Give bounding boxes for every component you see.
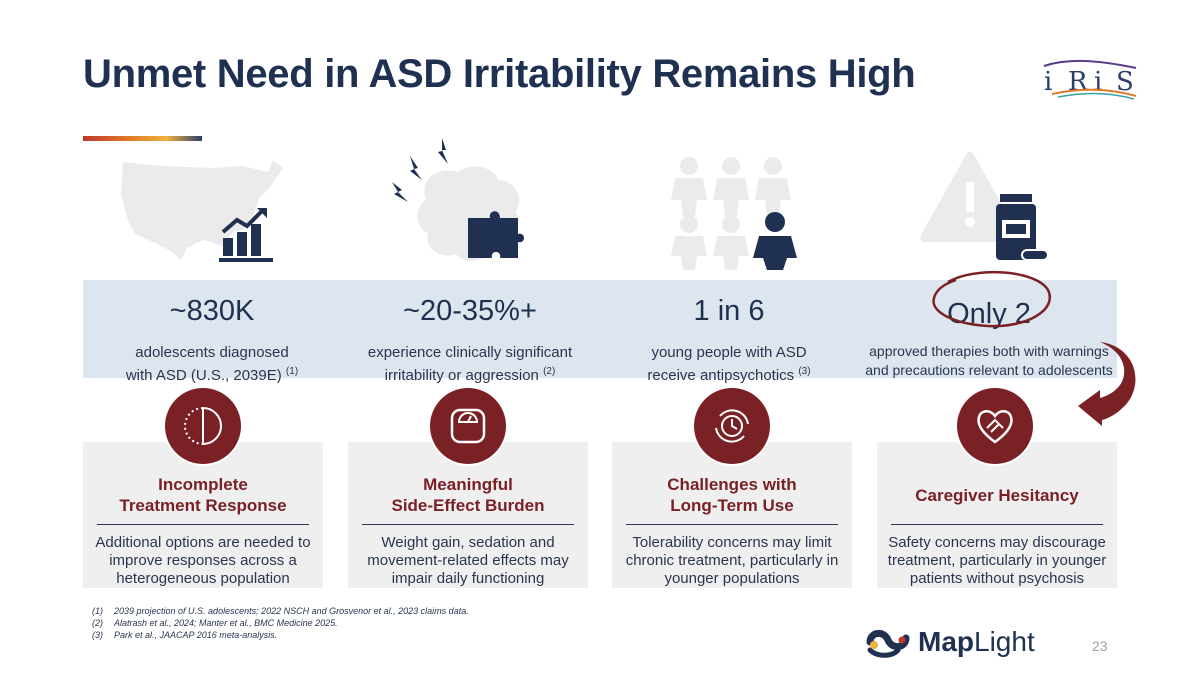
footnote: (2) Alatrash et al., 2024; Manter et al.,…: [92, 618, 338, 628]
maplight-logo: MapLight: [864, 626, 1054, 662]
stat-description: young people with ASD receive antipsycho…: [647, 344, 811, 384]
chart-up-icon: [219, 208, 273, 262]
card-divider: [891, 524, 1103, 525]
card-incomplete-response: Incomplete Treatment Response Additional …: [83, 442, 323, 588]
stat-2: ~20-35%+ experience clinically significa…: [341, 280, 599, 385]
stat-3: 1 in 6 young people with ASD receive ant…: [600, 280, 858, 385]
footnote: (3) Park et al., JAACAP 2016 meta-analysi…: [92, 630, 278, 640]
footnotes: (1) 2039 projection of U.S. adolescents; …: [92, 605, 469, 641]
curved-arrow-icon: [1078, 342, 1136, 426]
stat-value: ~830K: [169, 295, 255, 327]
stats-band: [83, 280, 1117, 378]
svg-text:i: i: [1094, 67, 1102, 97]
svg-text:i: i: [1044, 67, 1052, 97]
puzzle-piece-icon: [468, 211, 524, 258]
card-divider: [97, 524, 309, 525]
medicine-bottle-icon: [996, 194, 1049, 261]
stat-1: ~830K adolescents diagnosed with ASD (U.…: [83, 280, 341, 385]
stat-description: approved therapies both with warnings an…: [865, 343, 1113, 378]
card-text: Additional options are needed to improve …: [95, 534, 311, 587]
stat-value: ~20-35%+: [403, 295, 537, 327]
footnote: (1) 2039 projection of U.S. adolescents; …: [92, 606, 469, 616]
stat-value: 1 in 6: [693, 295, 765, 327]
stat-description: adolescents diagnosed with ASD (U.S., 20…: [125, 344, 299, 384]
card-title: Meaningful Side-Effect Burden: [391, 475, 545, 515]
card-long-term-use: Challenges with Long-Term Use Tolerabilit…: [612, 442, 852, 588]
card-text: Weight gain, sedation and movement-relate…: [367, 534, 569, 587]
clock-cycle-icon: [694, 388, 770, 464]
stat-description: experience clinically significant irrita…: [367, 344, 573, 384]
svg-text:R: R: [1068, 67, 1089, 97]
card-title: Incomplete Treatment Response: [119, 475, 287, 515]
card-divider: [626, 524, 838, 525]
svg-text:S: S: [1116, 67, 1134, 97]
iris-logo: i R i S: [1043, 59, 1137, 100]
stat-4-illustration: [876, 138, 1134, 278]
card-caregiver-hesitancy: Caregiver Hesitancy Safety concerns may …: [877, 442, 1117, 588]
maplight-mark-icon: [866, 630, 910, 658]
accent-bar: [83, 136, 202, 141]
card-text: Safety concerns may discourage treatment,…: [887, 534, 1107, 587]
card-divider: [362, 524, 574, 525]
slide-title: Unmet Need in ASD Irritability Remains H…: [83, 52, 916, 96]
heart-hands-icon: [957, 388, 1033, 464]
page-number: 23: [1092, 638, 1108, 654]
scale-icon: [430, 388, 506, 464]
child-icon: [753, 212, 797, 270]
lightning-icon: [392, 138, 448, 202]
us-map-icon: [121, 160, 283, 260]
card-text: Tolerability concerns may limit chronic t…: [625, 534, 839, 587]
stat-3-illustration: [611, 138, 869, 278]
card-title: Caregiver Hesitancy: [915, 485, 1079, 505]
stat-1-illustration: [83, 138, 341, 278]
people-icon: [671, 157, 791, 270]
card-side-effect-burden: Meaningful Side-Effect Burden Weight gain…: [348, 442, 588, 588]
stat-2-illustration: [348, 138, 606, 278]
card-title: Challenges with Long-Term Use: [667, 475, 797, 515]
warning-icon: [920, 152, 1020, 242]
half-circle-icon: [165, 388, 241, 464]
highlight-oval: [932, 270, 1052, 328]
